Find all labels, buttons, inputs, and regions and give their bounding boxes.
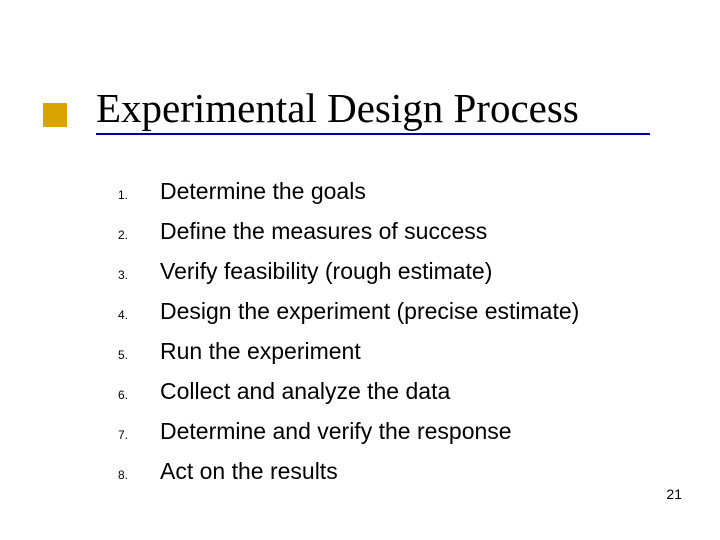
list-text: Determine the goals [160, 176, 366, 206]
page-number: 21 [666, 486, 682, 502]
title-underline [96, 133, 650, 135]
list-number: 8. [118, 460, 160, 490]
numbered-list: 1. Determine the goals 2. Define the mea… [118, 176, 658, 496]
list-item: 6. Collect and analyze the data [118, 376, 658, 410]
list-item: 1. Determine the goals [118, 176, 658, 210]
title-wrap: Experimental Design Process [96, 84, 579, 132]
list-item: 5. Run the experiment [118, 336, 658, 370]
accent-square [43, 103, 67, 127]
slide: Experimental Design Process 1. Determine… [0, 0, 720, 540]
list-number: 7. [118, 420, 160, 450]
list-text: Collect and analyze the data [160, 376, 450, 406]
list-item: 7. Determine and verify the response [118, 416, 658, 450]
list-item: 3. Verify feasibility (rough estimate) [118, 256, 658, 290]
list-text: Run the experiment [160, 336, 361, 366]
list-item: 8. Act on the results [118, 456, 658, 490]
list-number: 5. [118, 340, 160, 370]
list-number: 3. [118, 260, 160, 290]
list-item: 2. Define the measures of success [118, 216, 658, 250]
list-number: 6. [118, 380, 160, 410]
slide-title: Experimental Design Process [96, 84, 579, 132]
list-item: 4. Design the experiment (precise estima… [118, 296, 658, 330]
list-text: Act on the results [160, 456, 338, 486]
list-number: 1. [118, 180, 160, 210]
list-number: 4. [118, 300, 160, 330]
list-text: Verify feasibility (rough estimate) [160, 256, 492, 286]
list-text: Design the experiment (precise estimate) [160, 296, 579, 326]
list-text: Determine and verify the response [160, 416, 512, 446]
list-text: Define the measures of success [160, 216, 487, 246]
list-number: 2. [118, 220, 160, 250]
